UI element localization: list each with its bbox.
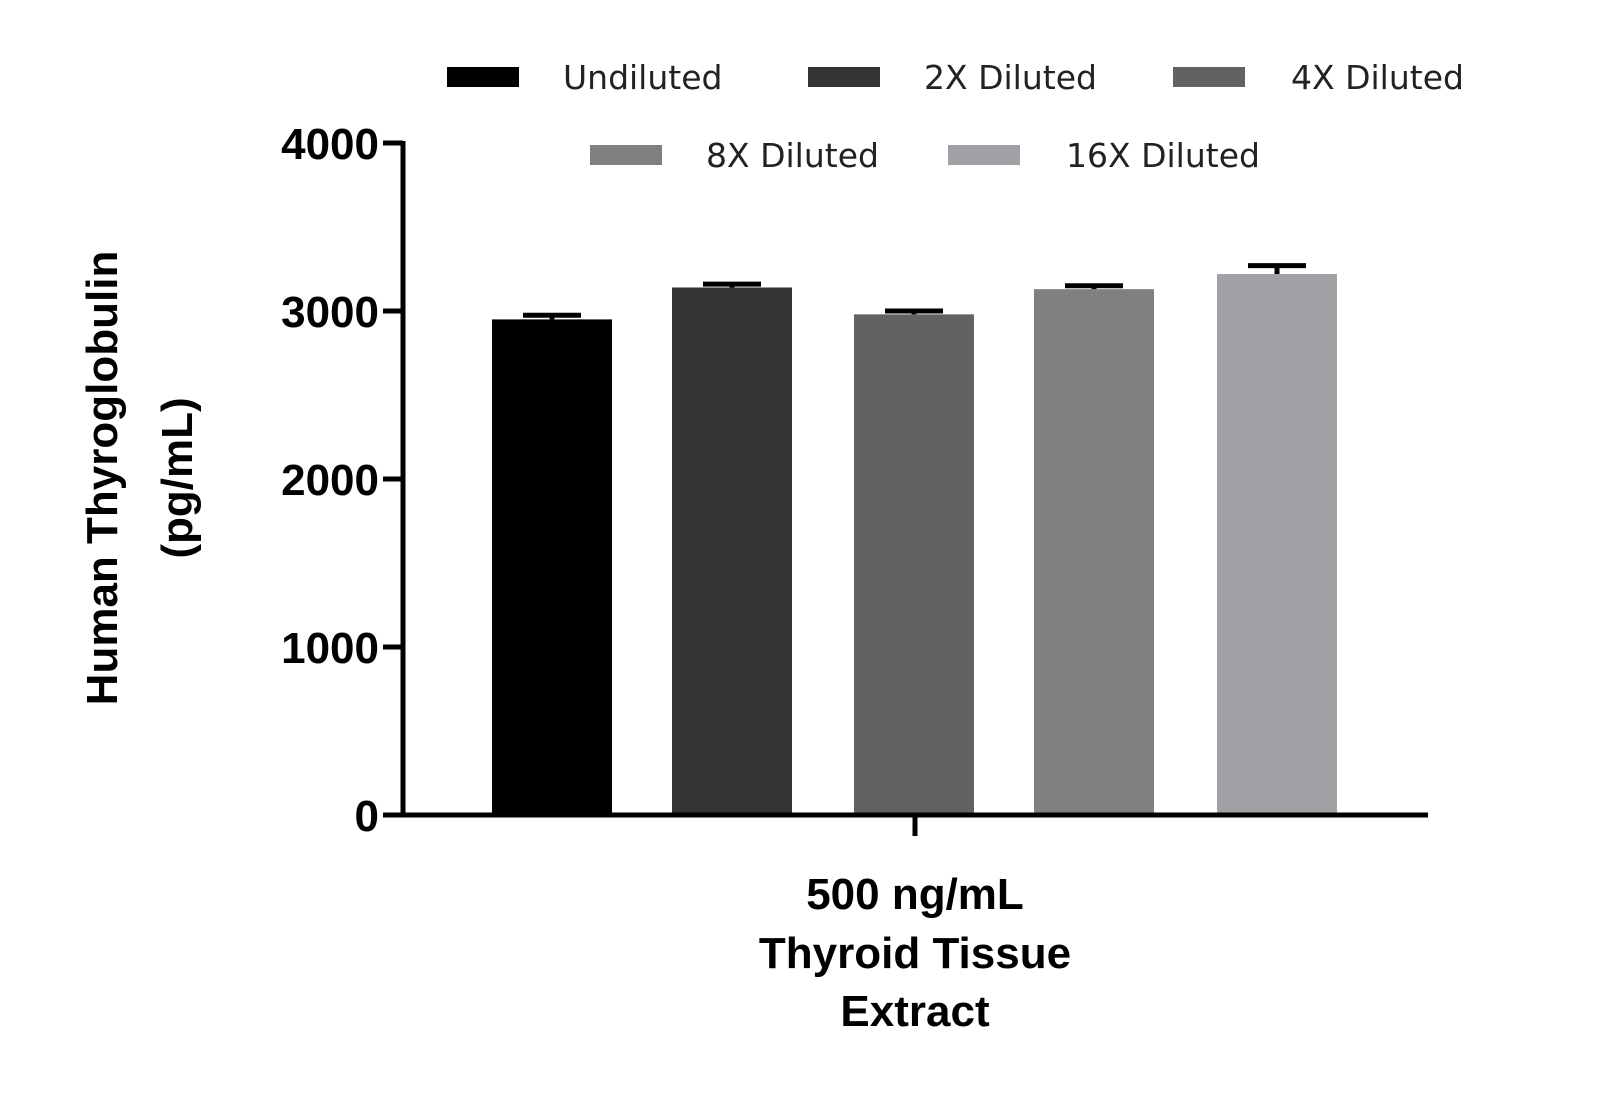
bar-4x-diluted [854,314,974,815]
bars [492,274,1337,816]
y-axis-title-line-1: Human Thyroglobulin [78,251,127,706]
legend-swatch-4x-diluted [1173,67,1245,87]
y-tick-label-0: 0 [355,792,379,841]
y-tick-label-2000: 2000 [281,456,379,505]
error-bars [523,263,1306,320]
legend-swatch-undiluted [447,67,519,87]
legend-swatch-2x-diluted [808,67,880,87]
y-axis-title-line-2: (pg/mL) [153,397,202,558]
bar-2x-diluted [672,287,792,816]
category-label-line-3: Extract [840,987,990,1036]
y-axis-title: Human Thyroglobulin (pg/mL) [78,251,202,706]
legend-swatch-8x-diluted [590,145,662,165]
category-label-line-1: 500 ng/mL [806,870,1024,919]
bar-undiluted [492,319,612,815]
y-tick-label-4000: 4000 [281,120,379,169]
legend-swatch-16x-diluted [948,145,1020,165]
legend: Undiluted 2X Diluted 4X Diluted 8X Diluted 1… [447,58,1464,175]
category-label-line-2: Thyroid Tissue [759,929,1071,978]
bar-16x-diluted [1217,274,1337,815]
bar-8x-diluted [1034,289,1154,815]
legend-label-16x-diluted: 16X Diluted [1066,136,1260,175]
y-axis-title-text: Human Thyroglobulin (pg/mL) [78,251,202,706]
legend-label-2x-diluted: 2X Diluted [924,58,1097,97]
legend-label-8x-diluted: 8X Diluted [706,136,879,175]
legend-label-undiluted: Undiluted [563,58,722,97]
legend-label-4x-diluted: 4X Diluted [1291,58,1464,97]
x-axis-category-label: 500 ng/mL Thyroid Tissue Extract [759,870,1071,1036]
y-tick-label-3000: 3000 [281,288,379,337]
y-tick-label-1000: 1000 [281,624,379,673]
y-axis-ticks: 0 1000 2000 3000 4000 [281,120,403,841]
